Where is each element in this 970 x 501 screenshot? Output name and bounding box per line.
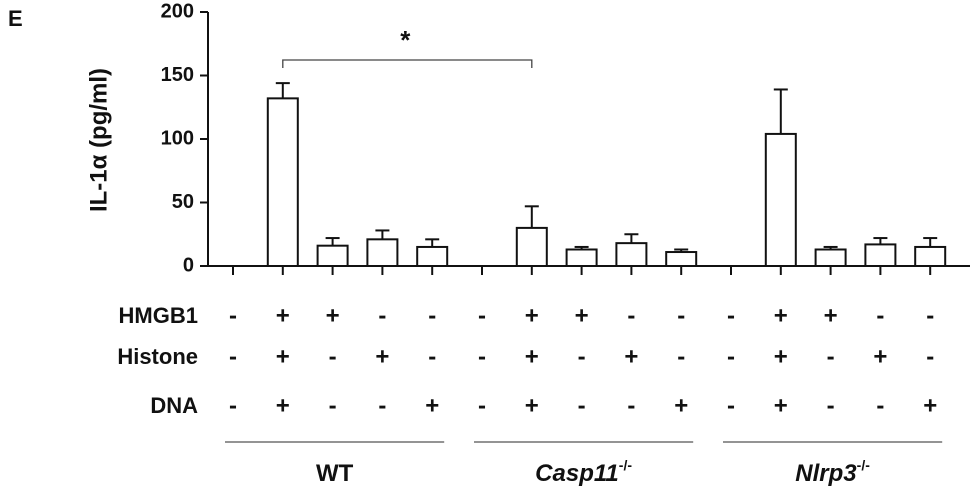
treatment-sign: +: [525, 392, 539, 419]
treatment-sign: +: [575, 302, 589, 329]
treatment-sign: +: [375, 343, 389, 370]
y-tick-label: 0: [183, 254, 194, 276]
panel-label: E: [8, 6, 23, 31]
bar: [416, 245, 449, 267]
treatment-sign: -: [926, 343, 934, 370]
treatment-sign: -: [627, 302, 635, 329]
treatment-sign: +: [326, 302, 340, 329]
y-tick-label: 100: [161, 127, 194, 149]
bar: [814, 248, 847, 268]
treatment-label: Histone: [117, 344, 198, 369]
treatment-sign: -: [329, 392, 337, 419]
treatment-sign: +: [525, 343, 539, 370]
treatment-label: DNA: [150, 393, 198, 418]
treatment-sign: -: [229, 302, 237, 329]
treatment-sign: -: [378, 302, 386, 329]
group-name: Casp11: [535, 460, 619, 487]
treatment-sign: +: [774, 302, 788, 329]
group-superscript: -/-: [857, 457, 871, 473]
y-tick-label: 50: [172, 191, 194, 213]
treatment-sign: +: [276, 343, 290, 370]
treatment-sign: -: [478, 392, 486, 419]
treatment-sign: +: [425, 392, 439, 419]
y-axis-label: IL-1α (pg/ml): [85, 68, 112, 212]
treatment-sign: -: [677, 343, 685, 370]
bar: [615, 242, 648, 267]
treatment-sign: -: [876, 392, 884, 419]
treatment-sign: +: [923, 392, 937, 419]
treatment-sign: -: [329, 343, 337, 370]
treatment-sign: -: [378, 392, 386, 419]
treatment-sign: -: [578, 343, 586, 370]
y-tick-label: 200: [161, 0, 194, 22]
treatment-sign: +: [674, 392, 688, 419]
bar: [515, 226, 548, 267]
bar: [316, 244, 349, 267]
treatment-sign: -: [578, 392, 586, 419]
treatment-sign: +: [276, 392, 290, 419]
treatment-sign: -: [727, 343, 735, 370]
bar: [764, 132, 797, 267]
treatment-sign: +: [873, 343, 887, 370]
treatment-sign: -: [876, 302, 884, 329]
bar: [366, 238, 399, 268]
treatment-sign: +: [624, 343, 638, 370]
group-name: WT: [316, 460, 354, 487]
bar: [864, 243, 897, 268]
treatment-sign: -: [926, 302, 934, 329]
treatment-sign: -: [727, 302, 735, 329]
treatment-sign: -: [627, 392, 635, 419]
treatment-label: HMGB1: [119, 303, 198, 328]
group-superscript: -/-: [619, 457, 633, 473]
treatment-sign: +: [276, 302, 290, 329]
treatment-sign: -: [827, 343, 835, 370]
group-label: WT: [316, 460, 354, 487]
group-name: Nlrp3: [795, 460, 857, 487]
treatment-sign: -: [677, 302, 685, 329]
treatment-sign: -: [727, 392, 735, 419]
bar: [266, 97, 299, 267]
treatment-sign: -: [229, 392, 237, 419]
bar: [665, 251, 698, 267]
group-label: Casp11-/-: [535, 457, 632, 488]
significance-bracket: [282, 59, 533, 68]
treatment-sign: -: [229, 343, 237, 370]
treatment-sign: -: [478, 302, 486, 329]
significance-star: *: [400, 25, 411, 55]
treatment-sign: +: [525, 302, 539, 329]
bar: [565, 248, 598, 268]
y-tick-label: 150: [161, 64, 194, 86]
treatment-sign: +: [824, 302, 838, 329]
treatment-sign: +: [774, 343, 788, 370]
bar: [914, 245, 947, 267]
treatment-sign: -: [478, 343, 486, 370]
treatment-sign: +: [774, 392, 788, 419]
treatment-sign: -: [428, 343, 436, 370]
treatment-sign: -: [428, 302, 436, 329]
group-label: Nlrp3-/-: [795, 457, 870, 488]
treatment-sign: -: [827, 392, 835, 419]
